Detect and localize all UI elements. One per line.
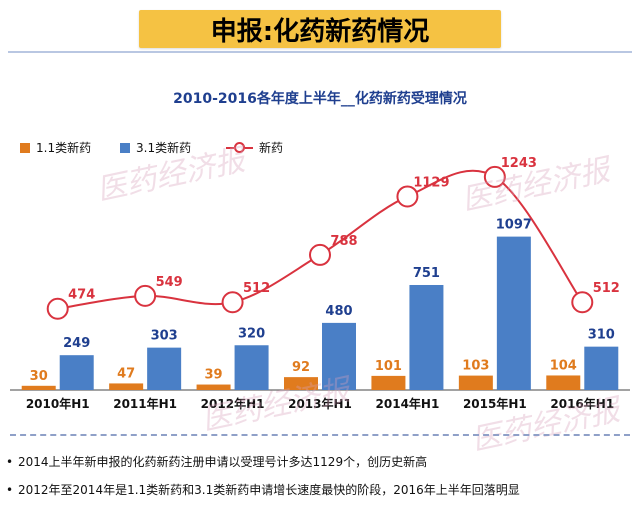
data-label-new-drug: 1129: [413, 175, 449, 190]
bar-1-1: [284, 377, 318, 390]
bar-3-1: [234, 345, 269, 390]
legend-item-new-drug: 新药: [226, 139, 284, 156]
legend-label-3-1: 3.1类新药: [136, 141, 192, 155]
bar-1-1: [458, 375, 493, 390]
dashed-divider: [10, 434, 630, 436]
data-label-new-drug: 512: [243, 281, 270, 296]
legend-item-1-1: 1.1类新药: [20, 139, 91, 156]
data-label-1-1: 47: [117, 366, 135, 381]
x-tick-label: 2012年H1: [201, 396, 265, 411]
data-label-new-drug: 474: [68, 288, 95, 303]
data-label-new-drug: 512: [593, 281, 620, 296]
bar-1-1: [196, 384, 231, 390]
new-drug-point: [46, 297, 69, 320]
data-label-3-1: 480: [325, 304, 352, 319]
x-tick-label: 2013年H1: [288, 396, 352, 411]
bar-3-1: [409, 284, 444, 390]
new-drug-point: [396, 185, 419, 208]
x-tick-label: 2010年H1: [26, 396, 90, 411]
data-label-new-drug: 1243: [501, 156, 537, 171]
x-tick-label: 2016年H1: [550, 396, 614, 411]
bar-3-1: [59, 355, 94, 390]
data-label-new-drug: 788: [330, 234, 357, 249]
new-drug-point: [134, 284, 157, 307]
data-label-3-1: 751: [413, 266, 440, 281]
x-tick-label: 2015年H1: [463, 396, 527, 411]
bar-3-1: [496, 236, 531, 390]
data-label-1-1: 101: [375, 359, 402, 374]
legend-label-1-1: 1.1类新药: [36, 141, 92, 155]
bullet-1: 2014上半年新申报的化药新药注册申请以受理号计多达1129个，创历史新高: [6, 450, 634, 478]
data-label-3-1: 1097: [496, 218, 532, 233]
new-drug-point: [221, 291, 244, 314]
legend-label-new-drug: 新药: [259, 141, 284, 155]
summary-bullets: 2014上半年新申报的化药新药注册申请以受理号计多达1129个，创历史新高 20…: [6, 450, 634, 506]
bullet-2: 2012年至2014年是1.1类新药和3.1类新药申请增长速度最快的阶段，201…: [6, 478, 634, 506]
bar-3-1: [584, 346, 619, 390]
data-label-1-1: 39: [205, 368, 223, 383]
data-label-3-1: 249: [63, 336, 90, 351]
legend-line-marker: [226, 142, 253, 153]
data-label-new-drug: 549: [156, 275, 183, 290]
banner-title: 申报:化药新药情况: [139, 10, 501, 48]
bar-3-1: [322, 322, 356, 390]
x-tick-label: 2011年H1: [113, 396, 177, 411]
chart-title: 2010-2016各年度上半年__化药新药受理情况: [173, 91, 467, 107]
chart-canvas: 30 249 2010年H1 47 303 2011年H1 39 320 2012年H1 92 48…: [10, 156, 630, 411]
data-label-3-1: 310: [588, 328, 615, 343]
legend-item-3-1: 3.1类新药: [120, 139, 191, 156]
x-tick-label: 2014年H1: [376, 396, 440, 411]
data-label-3-1: 320: [238, 326, 265, 341]
data-label-1-1: 103: [462, 359, 489, 374]
legend-swatch-orange: [20, 142, 30, 153]
data-label-3-1: 303: [151, 329, 178, 344]
data-label-1-1: 104: [550, 358, 577, 373]
legend-swatch-blue: [120, 142, 130, 153]
bar-3-1: [147, 347, 182, 390]
bar-1-1: [546, 375, 581, 390]
new-drug-point: [571, 291, 594, 314]
bar-1-1: [371, 375, 406, 390]
top-divider: [8, 51, 632, 53]
bar-1-1: [21, 385, 56, 390]
new-drug-point: [483, 165, 506, 188]
bar-1-1: [109, 383, 144, 390]
data-label-1-1: 92: [292, 360, 310, 375]
data-label-1-1: 30: [30, 369, 48, 384]
new-drug-point: [309, 243, 331, 266]
